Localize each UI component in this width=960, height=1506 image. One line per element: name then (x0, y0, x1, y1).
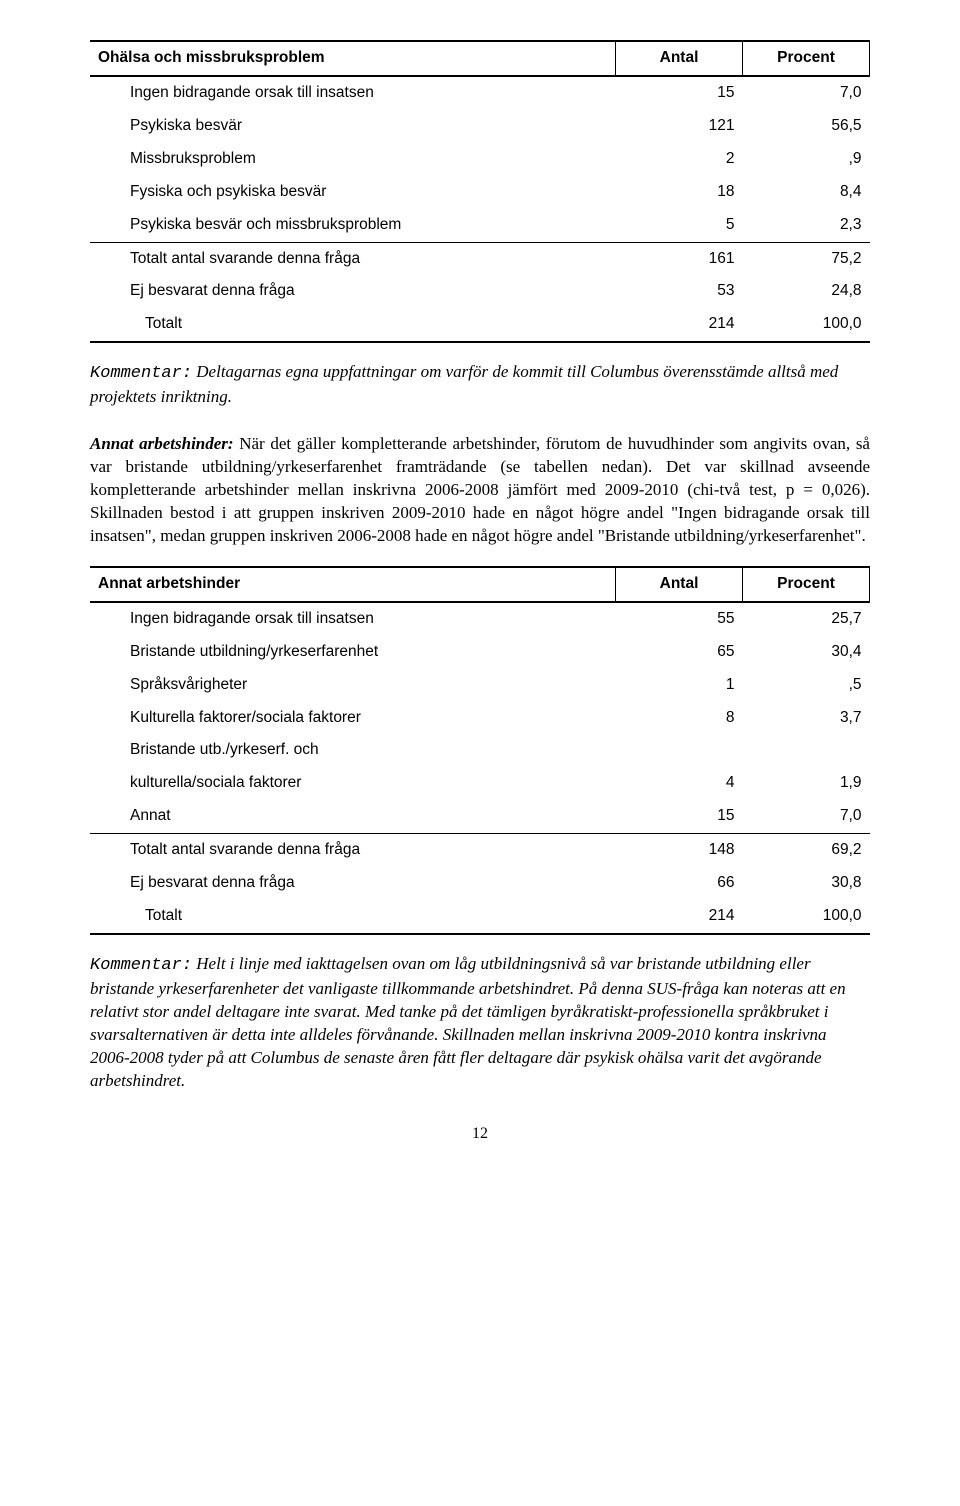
table-cell: 69,2 (743, 834, 870, 867)
table-row: Ingen bidragande orsak till insatsen (90, 76, 616, 110)
table2-header-procent: Procent (743, 567, 870, 602)
table-cell: 55 (616, 602, 743, 636)
table2-header-antal: Antal (616, 567, 743, 602)
page: Ohälsa och missbruksproblem Antal Procen… (0, 0, 960, 1184)
table-cell: 214 (616, 900, 743, 934)
table-cell: 148 (616, 834, 743, 867)
table-cell: 161 (616, 242, 743, 275)
table-cell: 100,0 (743, 308, 870, 342)
table-cell (616, 734, 743, 767)
table-row: Ej besvarat denna fråga (90, 275, 616, 308)
table-row: Bristande utbildning/yrkeserfarenhet (90, 636, 616, 669)
table-cell: 214 (616, 308, 743, 342)
comment-text: Helt i linje med iakttagelsen ovan om lå… (90, 954, 846, 1090)
table-row: Ingen bidragande orsak till insatsen (90, 602, 616, 636)
comment-text: Deltagarnas egna uppfattningar om varför… (90, 362, 838, 406)
table-cell: 66 (616, 867, 743, 900)
table-row: Totalt antal svarande denna fråga (90, 834, 616, 867)
table-cell: ,9 (743, 143, 870, 176)
table-cell: 7,0 (743, 800, 870, 833)
page-number: 12 (90, 1123, 870, 1145)
table2-title: Annat arbetshinder (90, 567, 616, 602)
table-row: Missbruksproblem (90, 143, 616, 176)
table-cell: 2,3 (743, 209, 870, 242)
comment-keyword: Kommentar: (90, 364, 192, 383)
table-row: Totalt (90, 900, 616, 934)
para-annat-arbetshinder: Annat arbetshinder: När det gäller kompl… (90, 433, 870, 548)
table-row: Psykiska besvär (90, 110, 616, 143)
table-cell: 100,0 (743, 900, 870, 934)
table-cell: 7,0 (743, 76, 870, 110)
table-cell: 4 (616, 767, 743, 800)
table-cell: 15 (616, 76, 743, 110)
para-lead: Annat arbetshinder: (90, 434, 234, 453)
table-row: Annat (90, 800, 616, 833)
table-cell: 75,2 (743, 242, 870, 275)
table-cell: 65 (616, 636, 743, 669)
table1-title: Ohälsa och missbruksproblem (90, 41, 616, 76)
table-cell (743, 734, 870, 767)
table-row: Bristande utb./yrkeserf. och (90, 734, 616, 767)
table-cell: 121 (616, 110, 743, 143)
table-cell: 2 (616, 143, 743, 176)
table-cell: 5 (616, 209, 743, 242)
table-cell: 56,5 (743, 110, 870, 143)
table1-header-procent: Procent (743, 41, 870, 76)
table-ohalsa: Ohälsa och missbruksproblem Antal Procen… (90, 40, 870, 343)
table-row: Totalt antal svarande denna fråga (90, 242, 616, 275)
table-cell: 24,8 (743, 275, 870, 308)
table-row: kulturella/sociala faktorer (90, 767, 616, 800)
comment-keyword: Kommentar: (90, 956, 192, 975)
table1-header-antal: Antal (616, 41, 743, 76)
table-row: Fysiska och psykiska besvär (90, 176, 616, 209)
table-cell: 18 (616, 176, 743, 209)
table-row: Ej besvarat denna fråga (90, 867, 616, 900)
table-row: Psykiska besvär och missbruksproblem (90, 209, 616, 242)
table-row: Totalt (90, 308, 616, 342)
comment-2: Kommentar: Helt i linje med iakttagelsen… (90, 953, 870, 1093)
table-cell: 53 (616, 275, 743, 308)
table-cell: 8,4 (743, 176, 870, 209)
table-cell: ,5 (743, 669, 870, 702)
table-row: Kulturella faktorer/sociala faktorer (90, 702, 616, 735)
table-cell: 30,8 (743, 867, 870, 900)
table-cell: 8 (616, 702, 743, 735)
table-cell: 30,4 (743, 636, 870, 669)
table-cell: 1,9 (743, 767, 870, 800)
table-cell: 3,7 (743, 702, 870, 735)
table-cell: 1 (616, 669, 743, 702)
table-row: Språksvårigheter (90, 669, 616, 702)
table-annat-arbetshinder: Annat arbetshinder Antal Procent Ingen b… (90, 566, 870, 935)
table-cell: 25,7 (743, 602, 870, 636)
table-cell: 15 (616, 800, 743, 833)
comment-1: Kommentar: Deltagarnas egna uppfattninga… (90, 361, 870, 409)
